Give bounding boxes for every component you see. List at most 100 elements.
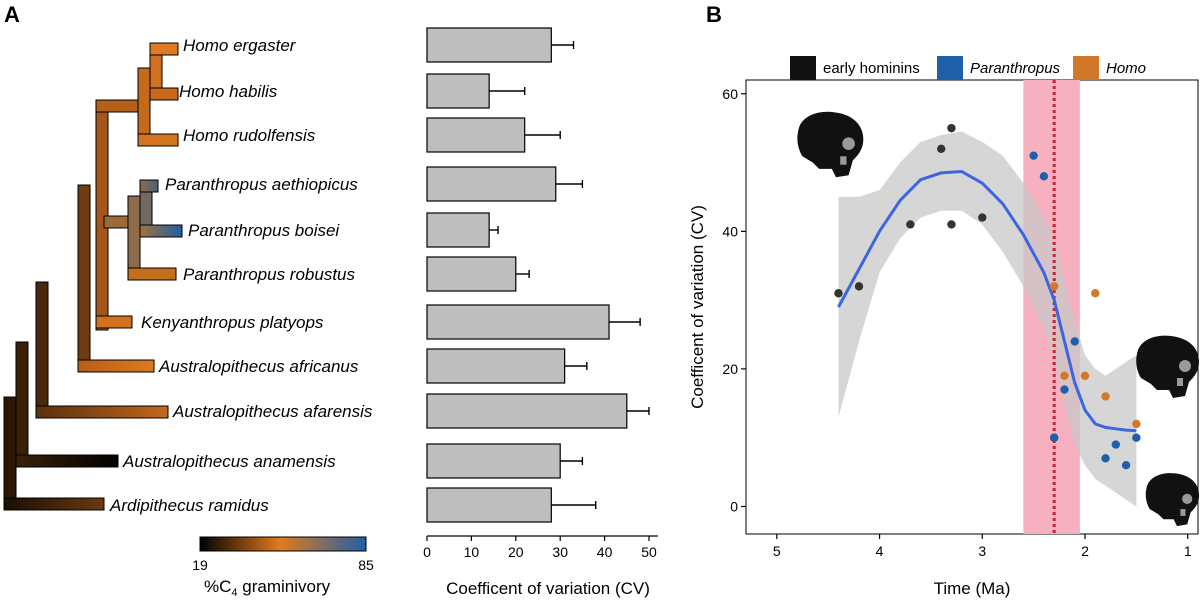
data-point (1132, 433, 1141, 442)
data-point (1111, 440, 1121, 449)
skull-icon (797, 111, 864, 178)
y-axis-title: Coefficent of variation (CV) (688, 205, 707, 409)
tree-branch (95, 315, 133, 329)
species-label: Homo habilis (179, 82, 278, 101)
species-label: Paranthropus aethiopicus (165, 175, 358, 194)
species-label: Paranthropus boisei (188, 221, 340, 240)
species-label: Kenyanthropus platyops (141, 313, 324, 332)
scatter-chart: 0 20 40 60 5 4 3 2 1 Time (Ma) Coefficent of varia… (688, 56, 1200, 598)
tree-branch (15, 341, 29, 467)
skull-shape (1136, 335, 1199, 398)
legend-swatch (1073, 56, 1099, 80)
data-point (1091, 289, 1100, 298)
data-point (834, 289, 843, 298)
x-axis-title: Coefficent of variation (CV) (446, 579, 650, 598)
smooth-line (837, 169, 1137, 433)
x-tick-label: 20 (508, 544, 524, 560)
tree-branch (127, 195, 141, 281)
bar (426, 393, 628, 429)
species-label: Australopithecus anamensis (122, 452, 336, 471)
tree-branch (103, 215, 131, 229)
data-point (854, 282, 864, 291)
y-tick-label: 20 (722, 361, 738, 377)
bar (426, 212, 490, 248)
data-point (947, 220, 956, 229)
tree-branch (77, 359, 155, 373)
data-point (1049, 433, 1059, 442)
skull-nasal (1180, 509, 1186, 516)
species-label: Paranthropus robustus (183, 265, 355, 284)
phylogeny-tree (3, 42, 183, 511)
skull-orbit (1179, 360, 1191, 372)
legend-swatch (790, 56, 816, 80)
tree-branch (15, 454, 119, 468)
data-point (1060, 371, 1069, 380)
data-point (1029, 151, 1038, 160)
skull-icon (1145, 473, 1200, 527)
bar (426, 487, 552, 523)
bar (426, 443, 561, 479)
tree-branch (149, 87, 179, 101)
data-point (1049, 282, 1059, 291)
x-tick-label: 0 (423, 544, 431, 560)
tree-branch (95, 99, 141, 113)
legend-label: Paranthropus (970, 60, 1061, 77)
tree-branch (139, 224, 183, 238)
colorbar-min-label: 19 (192, 557, 208, 573)
colorbar (199, 536, 367, 552)
x-tick-label: 40 (597, 544, 613, 560)
tree-branch (127, 267, 177, 281)
x-tick-label: 1 (1184, 543, 1192, 559)
species-label: Homo rudolfensis (183, 126, 316, 145)
skull-orbit (1182, 493, 1193, 504)
skull-shape (797, 111, 864, 178)
bar-chart: 0 10 20 30 40 50 Coefficent of variation (CV) (423, 27, 658, 598)
data-point (947, 123, 956, 133)
skull-nasal (840, 156, 847, 165)
skull-shape (1145, 473, 1200, 527)
colorbar-title-sub: 4 (231, 587, 237, 599)
data-point (1101, 392, 1110, 401)
x-tick-label: 3 (978, 543, 986, 559)
species-label: Homo ergaster (183, 36, 297, 55)
bar (426, 348, 566, 384)
confidence-band (838, 131, 1137, 507)
legend-label: early hominins (823, 60, 920, 77)
x-tick-label: 4 (876, 543, 884, 559)
legend-label: Homo (1106, 60, 1146, 77)
bar (426, 73, 490, 109)
x-tick-label: 5 (773, 543, 781, 559)
skull-orbit (842, 137, 855, 150)
species-label: Australopithecus africanus (158, 357, 359, 376)
y-tick-label: 40 (722, 223, 738, 239)
y-tick-label: 0 (730, 498, 738, 514)
tree-branch (35, 281, 49, 419)
species-label: Ardipithecus ramidus (109, 496, 269, 515)
x-tick-label: 2 (1081, 543, 1089, 559)
data-point (1101, 454, 1110, 463)
skull-icon (1136, 335, 1199, 398)
legend-swatch (937, 56, 963, 80)
bar (426, 256, 517, 292)
data-point (906, 220, 915, 229)
colorbar-title-suffix: graminivory (238, 577, 331, 596)
tree-branch (77, 184, 91, 373)
x-tick-label: 10 (464, 544, 480, 560)
data-point (978, 213, 987, 222)
data-point (1121, 461, 1131, 470)
tree-branch (137, 133, 179, 147)
bar (426, 117, 526, 153)
y-tick-label: 60 (722, 86, 738, 102)
bar (426, 27, 552, 63)
panel-a-label: A (4, 2, 20, 27)
tree-branch (139, 179, 159, 193)
panel-b-label: B (706, 2, 722, 27)
bar (426, 304, 610, 340)
colorbar-max-label: 85 (358, 557, 374, 573)
tree-branch (3, 497, 105, 511)
x-axis-title: Time (Ma) (934, 579, 1011, 598)
species-label: Australopithecus afarensis (172, 402, 373, 421)
tree-branch (35, 405, 169, 419)
tree-branch (95, 99, 109, 331)
